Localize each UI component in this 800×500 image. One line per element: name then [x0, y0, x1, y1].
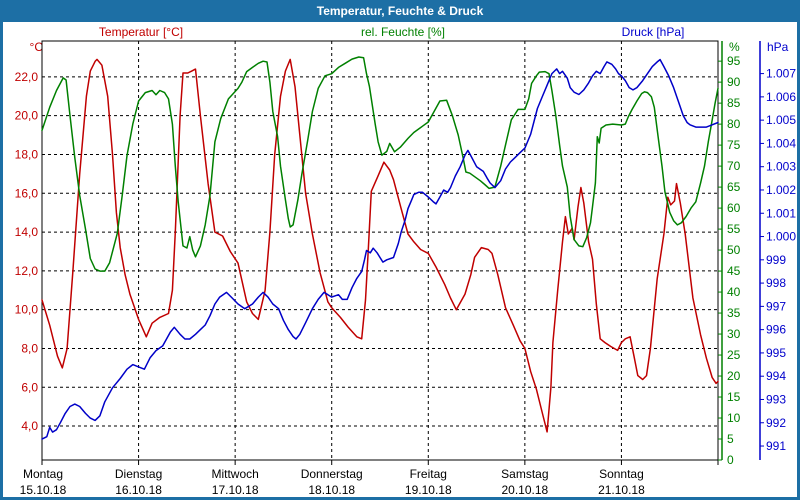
window-title: Temperatur, Feuchte & Druck: [316, 4, 484, 18]
day-date-label: 17.10.18: [212, 483, 259, 497]
humidity-tick-label: 50: [727, 243, 741, 257]
pressure-tick-label: 1.003: [766, 160, 796, 174]
day-name-label: Samstag: [501, 467, 548, 481]
pressure-tick-label: 993: [766, 392, 786, 406]
humidity-tick-label: 75: [727, 138, 741, 152]
day-date-label: 19.10.18: [405, 483, 452, 497]
temp-tick-label: 4,0: [21, 419, 38, 433]
humidity-tick-label: 10: [727, 411, 741, 425]
temp-tick-label: 6,0: [21, 380, 38, 394]
day-name-label: Montag: [23, 467, 63, 481]
pressure-series-line: [41, 58, 719, 440]
temp-tick-label: 10,0: [15, 303, 39, 317]
humidity-tick-label: 25: [727, 348, 741, 362]
humidity-tick-label: 95: [727, 54, 741, 68]
pressure-tick-label: 999: [766, 253, 786, 267]
pressure-axis-unit-label: hPa: [767, 40, 789, 54]
humidity-tick-label: 35: [727, 306, 741, 320]
humidity-tick-label: 85: [727, 96, 741, 110]
day-name-label: Dienstag: [115, 467, 162, 481]
temp-tick-label: 20,0: [15, 109, 39, 123]
pressure-tick-label: 1.004: [766, 136, 796, 150]
pressure-tick-label: 998: [766, 276, 786, 290]
pressure-tick-label: 1.007: [766, 67, 796, 81]
temp-axis-unit-label: °C: [29, 40, 43, 54]
pressure-tick-label: 991: [766, 439, 786, 453]
temp-tick-label: 12,0: [15, 264, 39, 278]
pressure-tick-label: 996: [766, 323, 786, 337]
humidity-tick-label: 15: [727, 390, 741, 404]
humidity-tick-label: 80: [727, 117, 741, 131]
day-date-label: 18.10.18: [308, 483, 355, 497]
plot-border: [41, 40, 719, 461]
day-name-label: Sonntag: [599, 467, 644, 481]
temp-tick-label: 22,0: [15, 70, 39, 84]
pressure-tick-label: 994: [766, 369, 786, 383]
pressure-tick-label: 1.005: [766, 113, 796, 127]
chart-plot-area: 4,0 6,0 8,0 10,0 12,0 14,0 16,0 18,0 20,0 22,0 Mon…: [15, 40, 796, 497]
humidity-tick-label: 90: [727, 75, 741, 89]
humidity-tick-label: 65: [727, 180, 741, 194]
temp-tick-label: 8,0: [21, 341, 38, 355]
pressure-tick-label: 1.002: [766, 183, 796, 197]
pressure-tick-label: 1.000: [766, 230, 796, 244]
window-titlebar[interactable]: Temperatur, Feuchte & Druck: [3, 0, 797, 22]
pressure-tick-label: 992: [766, 416, 786, 430]
pressure-tick-label: 1.006: [766, 90, 796, 104]
day-date-label: 21.10.18: [598, 483, 645, 497]
humidity-tick-label: 45: [727, 264, 741, 278]
humidity-tick-label: 5: [727, 432, 734, 446]
legend-temperature-label: Temperatur [°C]: [98, 25, 184, 39]
pressure-tick-label: 997: [766, 299, 786, 313]
humidity-tick-label: 30: [727, 327, 741, 341]
day-name-label: Donnerstag: [301, 467, 363, 481]
temp-tick-label: 16,0: [15, 186, 39, 200]
humidity-tick-label: 40: [727, 285, 741, 299]
humidity-tick-label: 60: [727, 201, 741, 215]
day-date-label: 20.10.18: [501, 483, 548, 497]
humidity-tick-label: 0: [727, 453, 734, 467]
day-date-label: 16.10.18: [115, 483, 162, 497]
temp-tick-label: 14,0: [15, 225, 39, 239]
day-name-label: Freitag: [410, 467, 447, 481]
pressure-tick-label: 995: [766, 346, 786, 360]
pressure-tick-label: 1.001: [766, 206, 796, 220]
legend-humidity-label: rel. Feuchte [%]: [360, 25, 446, 39]
day-name-label: Mittwoch: [211, 467, 258, 481]
temp-tick-label: 18,0: [15, 147, 39, 161]
temperature-series-line: [41, 58, 719, 433]
legend-pressure-label: Druck [hPa]: [621, 25, 685, 39]
humidity-series-line: [41, 56, 719, 272]
humidity-tick-label: 20: [727, 369, 741, 383]
humidity-tick-label: 70: [727, 159, 741, 173]
humidity-tick-label: 55: [727, 222, 741, 236]
day-date-label: 15.10.18: [20, 483, 67, 497]
humidity-axis-unit-label: %: [729, 40, 740, 54]
